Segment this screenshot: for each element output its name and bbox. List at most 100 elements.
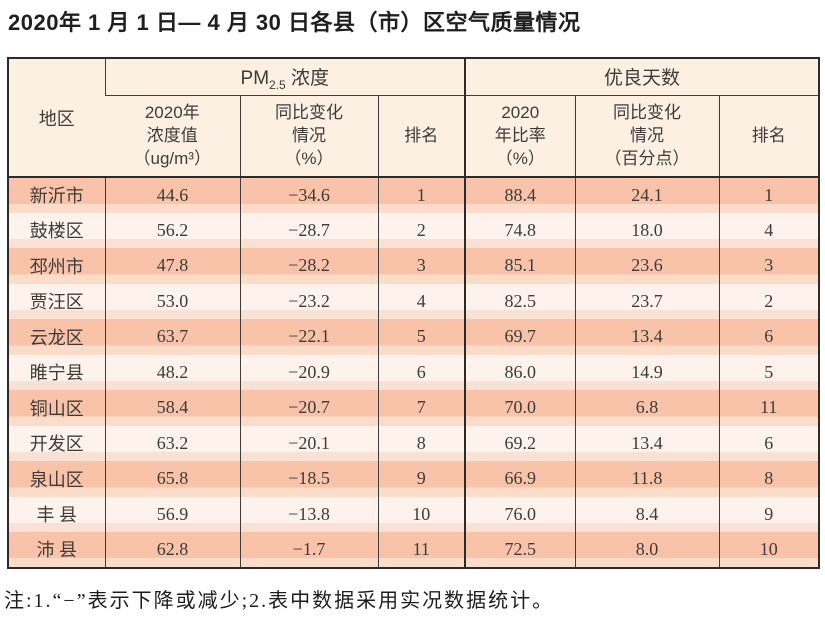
table-row: 沛 县 62.8 −1.7 11 72.5 8.0 10 xyxy=(8,532,820,568)
pm-value-cell: 56.2 xyxy=(104,212,240,248)
pm-change-cell: −20.7 xyxy=(239,390,378,426)
good-ratio-cell: 72.5 xyxy=(464,532,576,568)
good-ratio-cell: 85.1 xyxy=(464,248,576,284)
good-ratio-cell: 76.0 xyxy=(464,496,576,532)
good-ratio-cell: 74.8 xyxy=(464,212,576,248)
table-row: 泉山区 65.8 −18.5 9 66.9 11.8 8 xyxy=(8,461,820,497)
header-good-change: 同比变化 情况 （百分点） xyxy=(574,95,720,178)
header-line: （百分点） xyxy=(604,149,690,169)
table-header: 地区 PM2.5 浓度 优良天数 2020年 浓度值 （ug/m³） 同比变化 … xyxy=(8,58,820,178)
good-change-cell: 18.0 xyxy=(574,212,720,248)
table-row: 新沂市 44.6 −34.6 1 88.4 24.1 1 xyxy=(8,177,820,213)
good-rank-cell: 9 xyxy=(718,496,820,532)
good-rank-cell: 4 xyxy=(718,212,820,248)
region-cell: 云龙区 xyxy=(8,319,105,355)
pm-value-cell: 58.4 xyxy=(104,390,240,426)
region-cell: 邳州市 xyxy=(8,248,105,284)
pm-value-cell: 44.6 xyxy=(104,177,240,213)
region-cell: 铜山区 xyxy=(8,390,105,426)
pm25-label-prefix: PM xyxy=(240,68,270,90)
pm-value-cell: 47.8 xyxy=(104,248,240,284)
pm-change-cell: −34.6 xyxy=(239,177,378,213)
good-rank-cell: 2 xyxy=(718,283,820,319)
header-line: （%） xyxy=(495,149,545,169)
pm25-label-suffix: 浓度 xyxy=(285,68,329,90)
pm-rank-cell: 9 xyxy=(377,461,466,497)
pm-change-cell: −22.1 xyxy=(239,319,378,355)
good-rank-cell: 11 xyxy=(718,390,820,426)
header-good-rank: 排名 xyxy=(718,95,820,178)
good-rank-cell: 3 xyxy=(718,248,820,284)
pm-rank-cell: 2 xyxy=(377,212,466,248)
good-ratio-cell: 86.0 xyxy=(464,354,576,390)
good-rank-cell: 8 xyxy=(718,461,820,497)
good-change-cell: 6.8 xyxy=(574,390,720,426)
pm-value-cell: 62.8 xyxy=(104,532,240,568)
region-cell: 泉山区 xyxy=(8,461,105,497)
header-line: 浓度值 xyxy=(146,126,198,146)
good-change-cell: 23.6 xyxy=(574,248,720,284)
pm-change-cell: −20.9 xyxy=(239,354,378,390)
region-cell: 新沂市 xyxy=(8,177,105,213)
good-ratio-cell: 88.4 xyxy=(464,177,576,213)
header-line: 同比变化 xyxy=(613,102,682,122)
header-good-days-group: 优良天数 xyxy=(464,58,820,96)
page-title: 2020年 1 月 1 日— 4 月 30 日各县（市）区空气质量情况 xyxy=(8,10,581,35)
header-line: 2020年 xyxy=(144,102,200,122)
good-change-cell: 13.4 xyxy=(574,319,720,355)
pm-value-cell: 63.2 xyxy=(104,425,240,461)
pm-rank-cell: 5 xyxy=(377,319,466,355)
table-row: 开发区 63.2 −20.1 8 69.2 13.4 6 xyxy=(8,425,820,461)
pm-change-cell: −20.1 xyxy=(239,425,378,461)
good-ratio-cell: 70.0 xyxy=(464,390,576,426)
header-line: 2020 xyxy=(501,102,540,122)
good-change-cell: 8.0 xyxy=(574,532,720,568)
table-row: 睢宁县 48.2 −20.9 6 86.0 14.9 5 xyxy=(8,354,820,390)
pm-rank-cell: 10 xyxy=(377,496,466,532)
header-line: 情况 xyxy=(630,126,665,146)
header-line: （%） xyxy=(284,149,334,169)
pm-rank-cell: 7 xyxy=(377,390,466,426)
pm25-label-subscript: 2.5 xyxy=(269,78,286,93)
table-row: 云龙区 63.7 −22.1 5 69.7 13.4 6 xyxy=(8,319,820,355)
good-ratio-cell: 69.7 xyxy=(464,319,576,355)
pm-rank-cell: 1 xyxy=(377,177,466,213)
header-pm-rank: 排名 xyxy=(377,95,466,178)
good-change-cell: 14.9 xyxy=(574,354,720,390)
good-rank-cell: 6 xyxy=(718,319,820,355)
pm-rank-cell: 3 xyxy=(377,248,466,284)
good-change-cell: 23.7 xyxy=(574,283,720,319)
table-body: 新沂市 44.6 −34.6 1 88.4 24.1 1 鼓楼区 56.2 −28.7 2 74.8 1… xyxy=(8,177,820,568)
pm-value-cell: 65.8 xyxy=(104,461,240,497)
header-pm-value: 2020年 浓度值 （ug/m³） xyxy=(105,95,240,178)
good-rank-cell: 10 xyxy=(718,532,820,568)
air-quality-table: 地区 PM2.5 浓度 优良天数 2020年 浓度值 （ug/m³） 同比变化 … xyxy=(7,57,821,569)
good-rank-cell: 1 xyxy=(718,177,820,213)
region-cell: 鼓楼区 xyxy=(8,212,105,248)
pm-rank-cell: 8 xyxy=(377,425,466,461)
pm-rank-cell: 6 xyxy=(377,354,466,390)
group-header-row: 地区 PM2.5 浓度 优良天数 xyxy=(8,58,820,178)
header-line: 同比变化 xyxy=(275,102,343,122)
pm-rank-cell: 11 xyxy=(377,532,466,568)
region-cell: 开发区 xyxy=(8,425,105,461)
pm-change-cell: −28.7 xyxy=(239,212,378,248)
header-line: （ug/m³） xyxy=(133,149,211,169)
region-cell: 丰 县 xyxy=(8,496,105,532)
good-ratio-cell: 66.9 xyxy=(464,461,576,497)
header-region: 地区 xyxy=(8,58,105,178)
pm-rank-cell: 4 xyxy=(377,283,466,319)
table-row: 鼓楼区 56.2 −28.7 2 74.8 18.0 4 xyxy=(8,212,820,248)
table-row: 铜山区 58.4 −20.7 7 70.0 6.8 11 xyxy=(8,390,820,426)
pm-change-cell: −23.2 xyxy=(239,283,378,319)
pm-value-cell: 56.9 xyxy=(104,496,240,532)
header-pm25-group: PM2.5 浓度 xyxy=(104,58,466,96)
good-ratio-cell: 82.5 xyxy=(464,283,576,319)
pm-value-cell: 48.2 xyxy=(104,354,240,390)
region-cell: 贾汪区 xyxy=(8,283,105,319)
good-rank-cell: 6 xyxy=(718,425,820,461)
footnote: 注:1.“−”表示下降或减少;2.表中数据采用实况数据统计。 xyxy=(4,589,555,612)
good-change-cell: 11.8 xyxy=(574,461,720,497)
good-rank-cell: 5 xyxy=(718,354,820,390)
pm-change-cell: −28.2 xyxy=(239,248,378,284)
